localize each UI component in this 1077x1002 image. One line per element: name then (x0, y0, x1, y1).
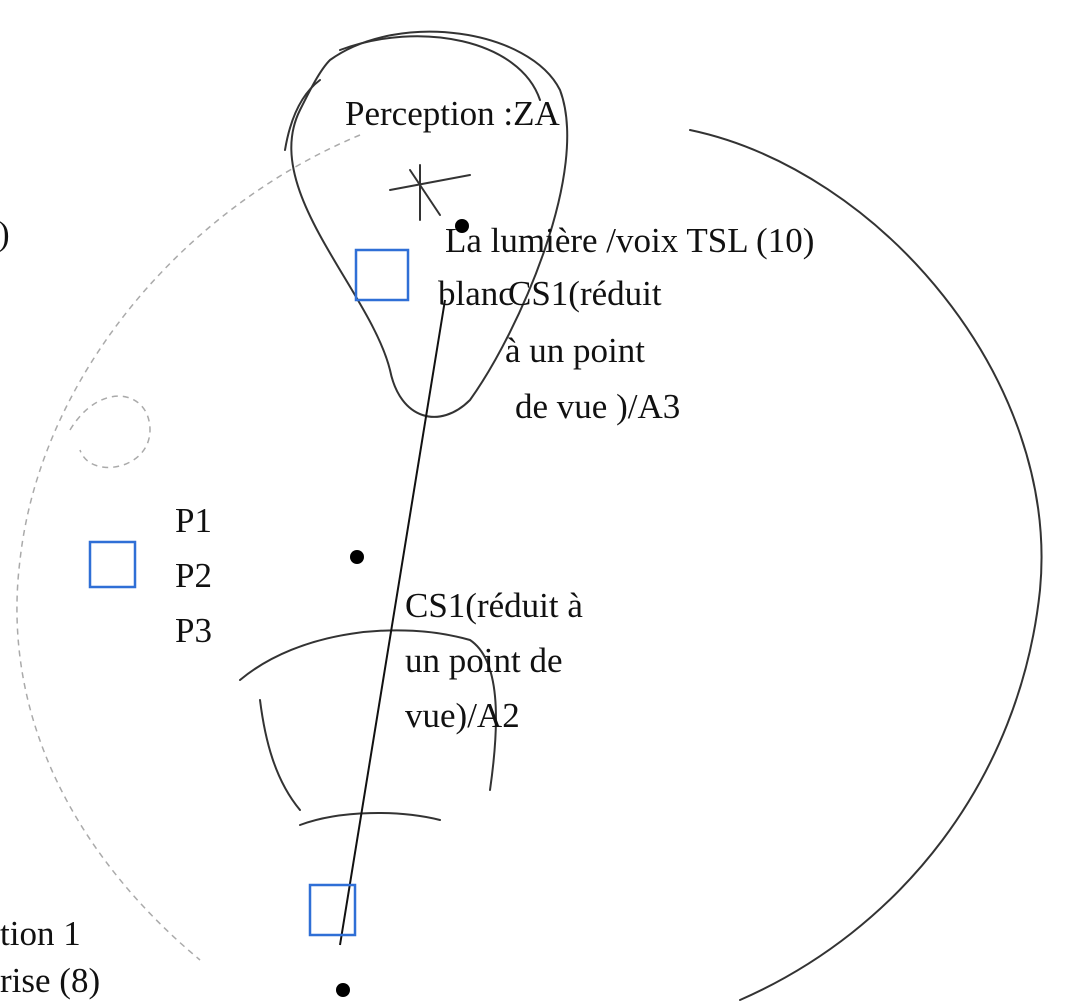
dot (336, 983, 350, 997)
label: à un point (505, 331, 645, 370)
outer-circle-left (16, 134, 361, 961)
label: P3 (175, 611, 212, 650)
label: La lumière /voix TSL (10) (445, 221, 814, 260)
label: rise (8) (0, 961, 100, 1000)
label: vue)/A2 (405, 696, 520, 735)
selection-box[interactable] (354, 248, 410, 302)
dot (455, 219, 469, 233)
head-sketch-2 (284, 35, 541, 151)
selection-box[interactable] (308, 883, 357, 937)
connector-line (339, 299, 446, 946)
selection-box[interactable] (88, 540, 137, 589)
dot (350, 550, 364, 564)
head-sketch (290, 30, 569, 418)
label: P1 (175, 501, 212, 540)
cross-mark (389, 164, 471, 221)
label: CS1(réduit (508, 274, 662, 313)
outer-circle-sketch (689, 129, 1043, 1001)
label: CS1(réduit à (405, 586, 583, 625)
label: ) (0, 214, 10, 253)
shoulder-sketch (239, 629, 497, 826)
label: un point de (405, 641, 562, 680)
label: de vue )/A3 (515, 387, 680, 426)
label: blanc (438, 274, 514, 313)
label: tion 1 (0, 914, 81, 953)
label: Perception :ZA (345, 94, 561, 133)
faint-curve (69, 395, 151, 469)
label: P2 (175, 556, 212, 595)
